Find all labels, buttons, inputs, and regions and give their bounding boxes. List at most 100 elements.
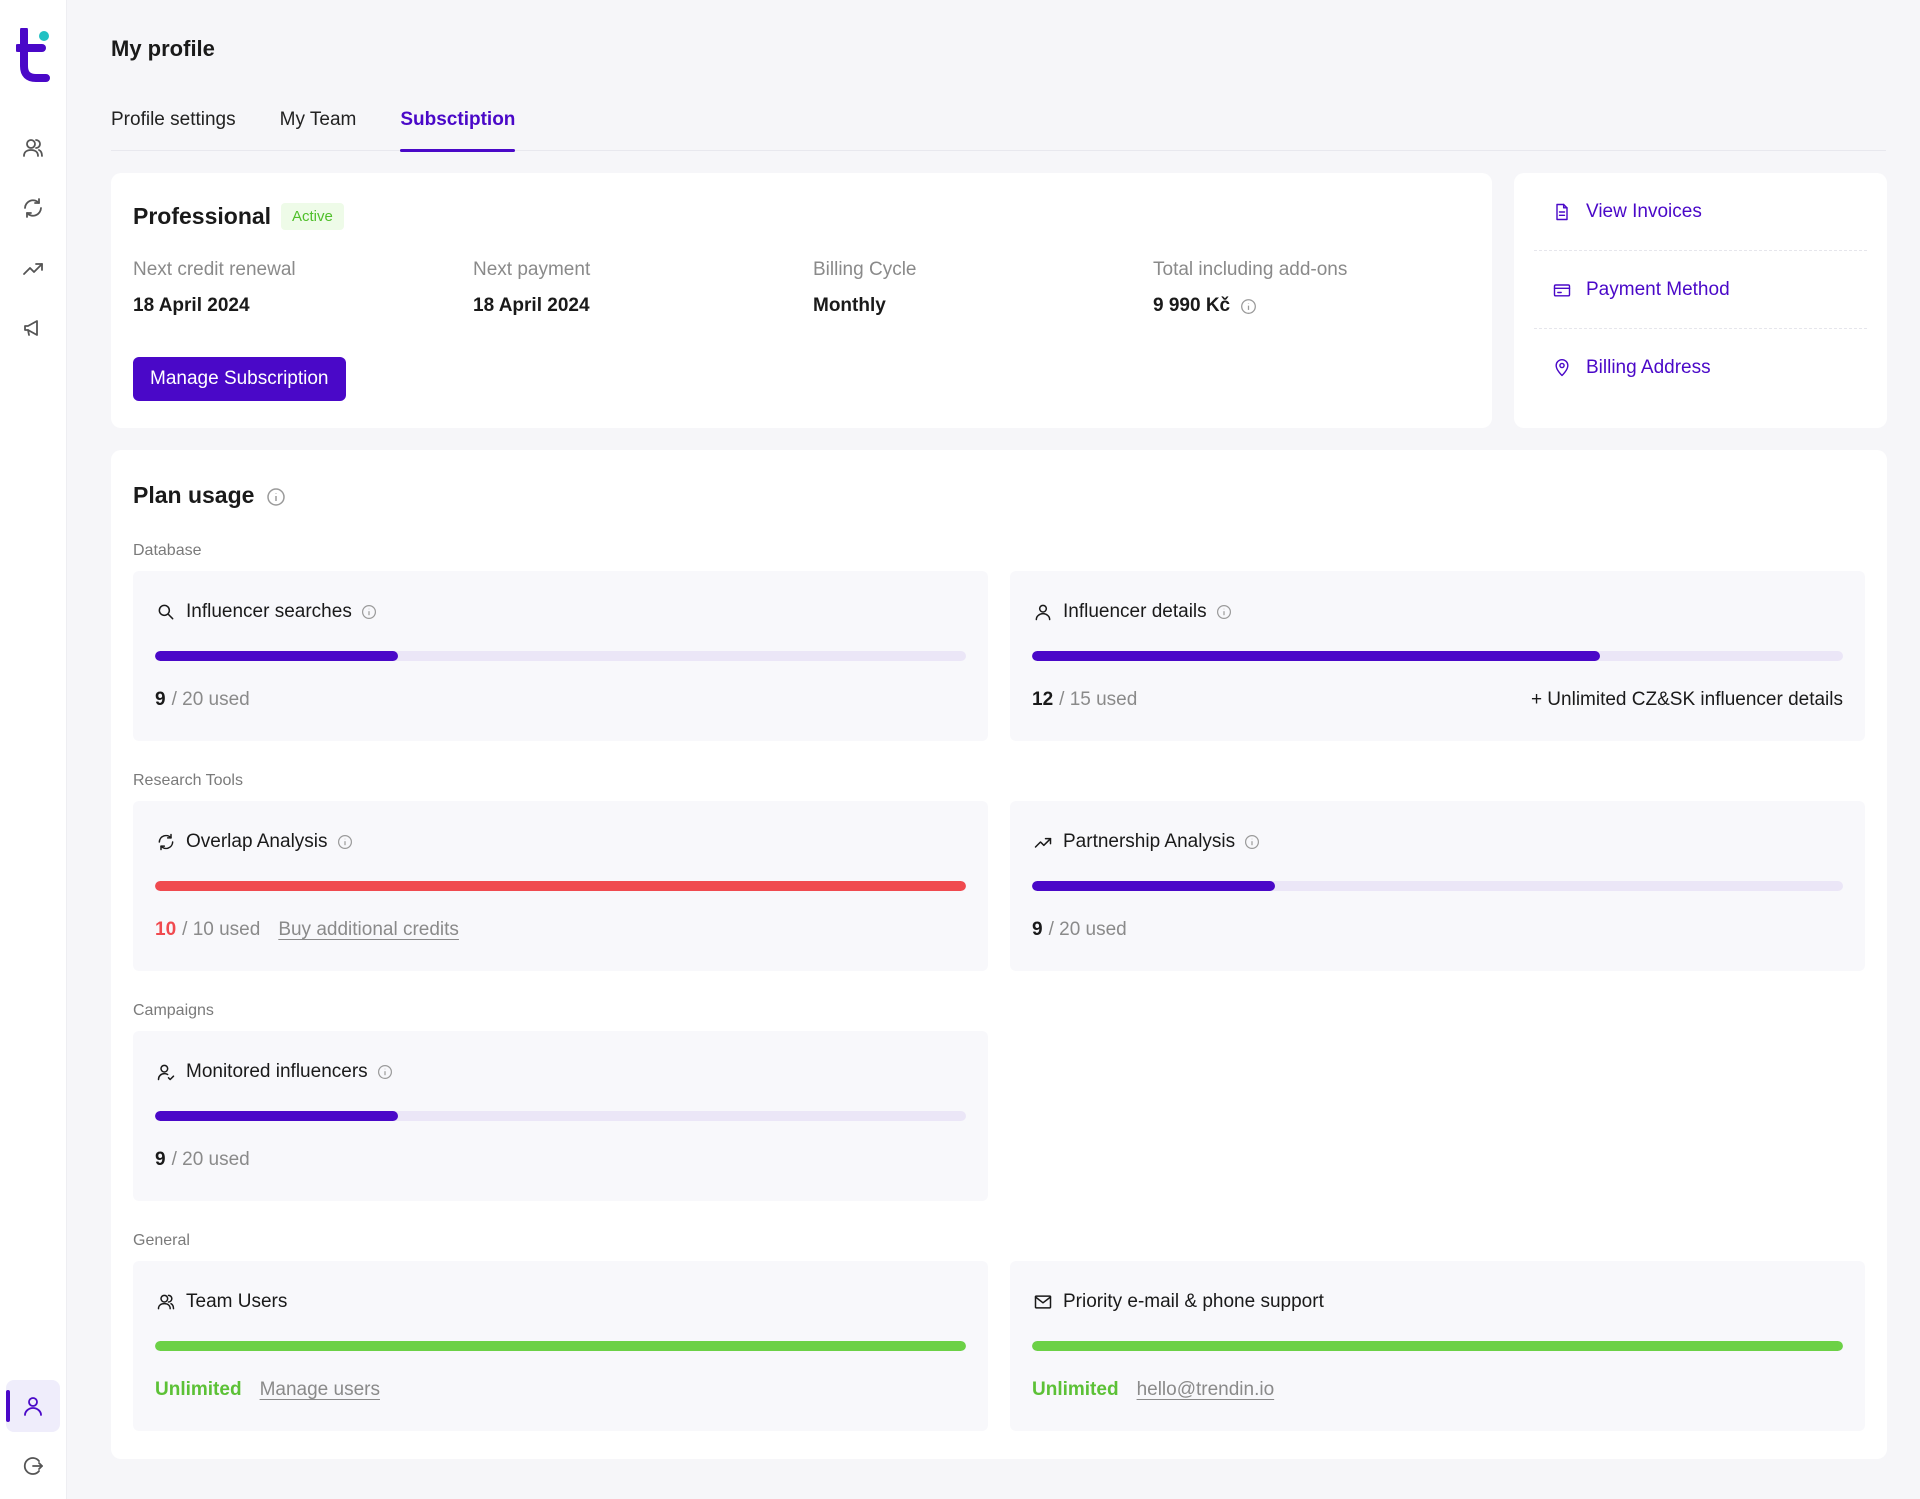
view-invoices-label: View Invoices [1586,200,1702,222]
status-badge: Active [281,203,344,230]
page-title: My profile [111,36,215,61]
usage-progress-bar [155,1341,966,1351]
progress-fill [155,651,399,661]
influencer-details-tile: Influencer details 12 / 15 used + Unlimi… [1010,571,1865,741]
team-users-tile: Team Users Unlimited Manage users [133,1261,988,1431]
unlimited-label: Unlimited [155,1379,242,1400]
used-count: 12 [1032,689,1054,710]
usage-limit: / 10 used [182,919,261,940]
user-check-icon [155,1061,177,1083]
tab-subscription[interactable]: Subsctiption [400,104,516,152]
refresh-icon[interactable] [16,191,50,225]
sidebar [0,0,67,1499]
next-payment-label: Next payment [473,259,591,280]
plan-usage-title: Plan usage [133,482,286,509]
usage-count: 10 / 10 used Buy additional credits [155,919,459,941]
team-icon [155,1291,177,1313]
tab-profile-settings[interactable]: Profile settings [111,109,236,130]
usage-progress-bar [155,1111,966,1121]
billing-links-card: View Invoices Payment Method Billing Add… [1514,173,1887,428]
influencer-searches-tile: Influencer searches 9 / 20 used [133,571,988,741]
used-count: 9 [1032,919,1043,940]
next-credit-renewal: Next credit renewal 18 April 2024 [133,259,296,317]
tile-header: Partnership Analysis [1032,831,1260,853]
usage-count: 9 / 20 used [155,689,250,711]
usage-count: Unlimited hello@trendin.io [1032,1379,1274,1401]
usage-limit: / 20 used [171,1149,250,1170]
info-icon[interactable] [337,834,353,850]
usage-limit: / 15 used [1059,689,1138,710]
progress-fill [1032,881,1276,891]
info-icon[interactable] [1244,834,1260,850]
unlimited-note: + Unlimited CZ&SK influencer details [1530,689,1843,710]
progress-fill [155,1341,966,1351]
info-icon[interactable] [377,1064,393,1080]
info-icon[interactable] [361,604,377,620]
trending-icon[interactable] [16,251,50,285]
usage-limit: / 20 used [1048,919,1127,940]
tile-title: Team Users [186,1291,288,1312]
billing-address-link[interactable]: Billing Address [1534,329,1867,407]
usage-progress-bar [155,651,966,661]
view-invoices-link[interactable]: View Invoices [1534,173,1867,251]
refresh-icon [155,831,177,853]
plan-name: Professional [133,203,272,229]
progress-fill [155,881,966,891]
info-icon[interactable] [266,486,286,506]
tab-bar: Profile settings My Team Subsctiption [111,104,1886,152]
buy-credits-link[interactable]: Buy additional credits [278,919,459,940]
team-icon[interactable] [16,131,50,165]
usage-count: 9 / 20 used [155,1149,250,1171]
trendin-logo-icon[interactable] [16,28,52,82]
tile-title: Overlap Analysis [186,831,328,852]
next-credit-renewal-label: Next credit renewal [133,259,296,280]
usage-count: 9 / 20 used [1032,919,1127,941]
section-research-tools: Research Tools [133,772,243,789]
billing-cycle: Billing Cycle Monthly [813,259,916,317]
usage-progress-bar [1032,1341,1843,1351]
monitored-influencers-tile: Monitored influencers 9 / 20 used [133,1031,988,1201]
usage-count: 12 / 15 used [1032,689,1137,711]
used-count: 9 [155,689,166,710]
partnership-analysis-tile: Partnership Analysis 9 / 20 used [1010,801,1865,971]
profile-nav-item[interactable] [6,1380,60,1432]
progress-fill [1032,1341,1843,1351]
payment-method-link[interactable]: Payment Method [1534,251,1867,329]
unlimited-label: Unlimited [1032,1379,1119,1400]
document-icon [1556,203,1568,220]
megaphone-icon[interactable] [16,311,50,345]
usage-progress-bar [155,881,966,891]
tile-title: Influencer details [1063,601,1207,622]
plan-usage-heading: Plan usage [133,482,255,508]
tile-header: Priority e-mail & phone support [1032,1291,1324,1313]
next-payment-value: 18 April 2024 [473,295,590,316]
overlap-analysis-tile: Overlap Analysis 10 / 10 used Buy additi… [133,801,988,971]
manage-subscription-button[interactable]: Manage Subscription [133,357,346,401]
usage-progress-bar [1032,651,1843,661]
search-icon [155,601,177,623]
tile-header: Influencer details [1032,601,1232,623]
usage-limit: / 20 used [171,689,250,710]
tile-header: Influencer searches [155,601,377,623]
tab-my-team[interactable]: My Team [279,109,357,130]
info-icon[interactable] [1216,604,1232,620]
plan-usage-card: Plan usage Database Influencer searches … [111,450,1887,1459]
tile-title: Partnership Analysis [1063,831,1236,852]
next-payment: Next payment 18 April 2024 [473,259,590,317]
used-count: 10 [155,919,177,940]
section-campaigns: Campaigns [133,1002,214,1019]
payment-method-label: Payment Method [1586,278,1730,300]
profile-icon [24,1397,42,1416]
priority-support-tile: Priority e-mail & phone support Unlimite… [1010,1261,1865,1431]
info-icon[interactable] [1240,298,1257,315]
location-pin-icon [1555,358,1569,377]
usage-count: Unlimited Manage users [155,1379,380,1401]
support-email-link[interactable]: hello@trendin.io [1136,1379,1275,1400]
total-label: Total including add-ons [1153,259,1348,280]
logout-icon[interactable] [16,1449,50,1483]
manage-users-link[interactable]: Manage users [259,1379,380,1400]
tile-title: Monitored influencers [186,1061,368,1082]
tile-title: Priority e-mail & phone support [1063,1291,1324,1312]
total-value: 9 990 Kč [1153,295,1231,316]
tile-header: Team Users [155,1291,287,1313]
